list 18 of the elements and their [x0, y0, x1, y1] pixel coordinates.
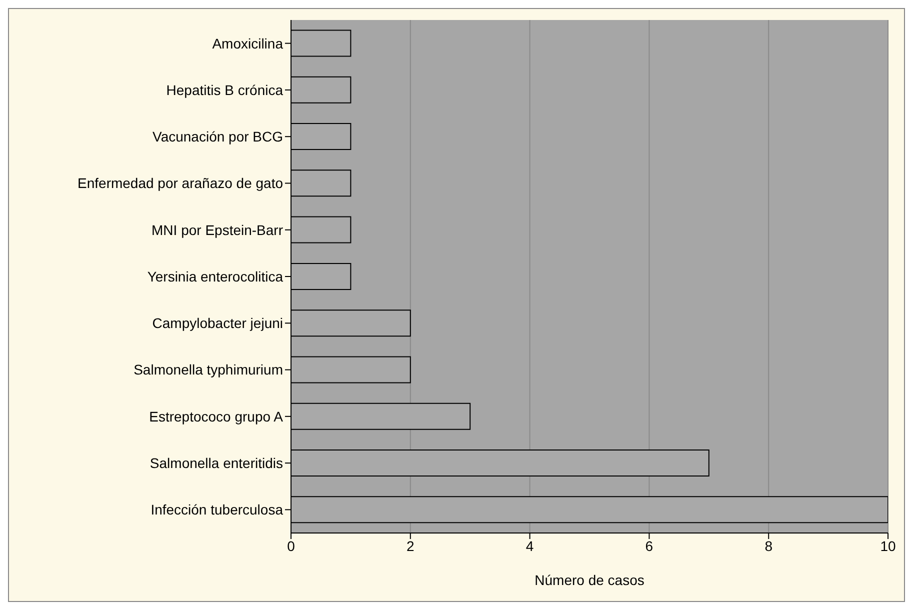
y-tick-label: Infección tuberculosa — [150, 502, 284, 518]
y-tick-label: MNI por Epstein-Barr — [152, 222, 284, 238]
x-axis-title: Número de casos — [534, 572, 644, 588]
y-tick-label: Hepatitis B crónica — [166, 82, 284, 98]
y-tick-label: Enfermedad por arañazo de gato — [78, 175, 284, 192]
y-tick-label: Estreptococo grupo A — [149, 408, 284, 424]
y-tick-label: Amoxicilina — [212, 35, 284, 52]
x-tick-label: 8 — [764, 538, 773, 554]
y-tick-label: Campylobacter jejuni — [152, 315, 283, 332]
x-tick-label: 6 — [645, 538, 654, 554]
y-tick-label: Yersinia enterocolitica — [147, 268, 284, 284]
x-tick-label: 2 — [406, 538, 414, 554]
y-tick-label: Salmonella enteritidis — [150, 455, 283, 472]
x-tick-label: 10 — [880, 538, 896, 554]
x-tick-label: 4 — [526, 538, 534, 554]
y-tick-label: Salmonella typhimurium — [134, 362, 283, 378]
y-tick-label: Vacunación por BCG — [152, 128, 283, 145]
x-tick-label: 0 — [287, 538, 296, 554]
